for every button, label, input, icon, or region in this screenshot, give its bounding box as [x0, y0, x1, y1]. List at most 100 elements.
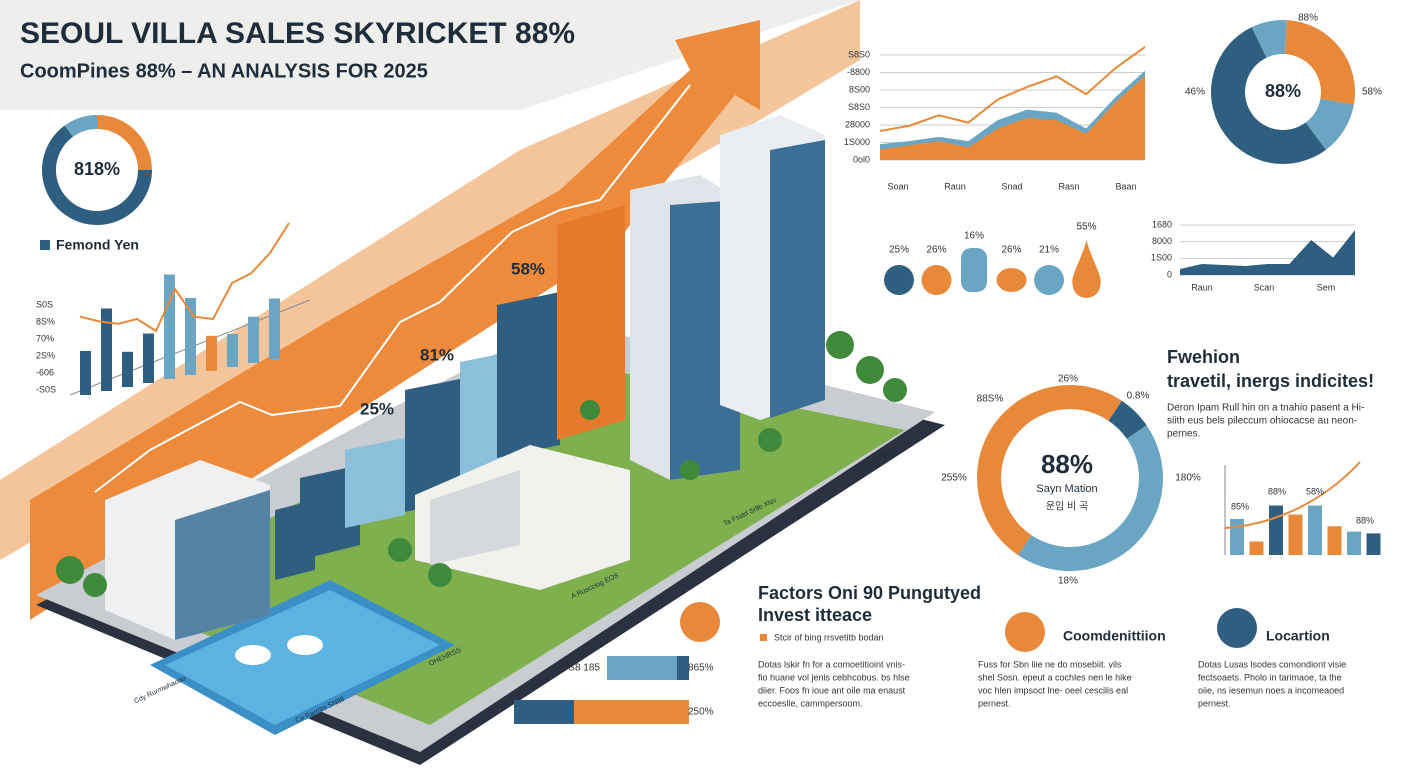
- insight-text: siith eus bels pileccum ohiocacse au neo…: [1167, 416, 1357, 427]
- donut-segment: [64, 115, 97, 137]
- jar-icon: [1034, 265, 1064, 295]
- bar: [269, 298, 280, 359]
- outer-label: 180%: [1175, 473, 1201, 484]
- column-text: Dotas Lusas lsodes comondiont visie: [1198, 659, 1346, 669]
- illustration-label: 58%: [511, 259, 545, 278]
- y-tick-label: 8S00: [849, 84, 870, 94]
- donut-label: 818%: [74, 159, 120, 179]
- donut-segment: [1251, 19, 1287, 58]
- y-tick-label: 0ol0: [853, 154, 870, 164]
- column-text: oiie, ns iesemun noes a incomeaoed: [1198, 685, 1344, 695]
- bar-segment: [607, 656, 677, 680]
- street-label: Cdy Rurmwhaodo: [133, 675, 187, 705]
- drop-icon: [1072, 240, 1101, 298]
- legend-swatch: [760, 634, 767, 641]
- bar: [248, 316, 259, 363]
- column-text: pernest.: [978, 698, 1011, 708]
- x-tick-label: Snad: [1001, 181, 1022, 191]
- trend-arrow: [1224, 461, 1361, 529]
- block: [345, 438, 405, 528]
- bar: [1308, 505, 1322, 555]
- x-tick-label: Baan: [1115, 181, 1136, 191]
- y-tick-label: 1S000: [844, 137, 870, 147]
- insight-text: Deron Ipam Rull hin on a tnahio pasent a…: [1167, 403, 1364, 414]
- title: SEOUL VILLA SALES SKYRICKET 88%: [20, 17, 575, 50]
- y-tick-label: -S0S: [36, 384, 56, 394]
- float: [235, 645, 271, 665]
- bar: [185, 298, 196, 375]
- donut-segment: [1305, 98, 1354, 150]
- outer-label: 46%: [1185, 87, 1205, 98]
- y-tick-label: 1680: [1152, 219, 1172, 229]
- bar-label: 85%: [1231, 501, 1249, 511]
- y-tick-label: 1S00: [1151, 253, 1172, 263]
- donut-label: 88%: [1265, 81, 1301, 101]
- jar-icon: [884, 265, 914, 295]
- area: [880, 76, 1145, 160]
- bar-label: 88%: [1268, 486, 1286, 496]
- bar-label: 88%: [1356, 515, 1374, 525]
- factors-heading: Invest itteace: [758, 605, 872, 625]
- illustration-label: 25%: [360, 399, 394, 418]
- bar-label: 58%: [1306, 486, 1324, 496]
- donut-segment: [1210, 27, 1326, 165]
- bar-segment: [574, 700, 689, 724]
- column-text: Fuss for Sbn liie ne do mosebiit. vils: [978, 659, 1122, 669]
- y-tick-label: 8S%: [36, 316, 55, 326]
- donut-segment: [1018, 425, 1163, 572]
- bar-segment: [677, 656, 689, 680]
- value-label: 250%: [688, 707, 714, 718]
- drop-label: 26%: [926, 245, 946, 256]
- legend-swatch: [40, 240, 50, 250]
- column-text: eccoeslie, cammpersoom.: [758, 698, 863, 708]
- y-tick-label: -8800: [847, 67, 870, 77]
- outer-label: 26%: [1058, 374, 1078, 385]
- area: [1180, 230, 1355, 275]
- column-text: Dotas lskir fn for a comoetitioint vnis-: [758, 659, 905, 669]
- drop-label: 55%: [1076, 222, 1096, 233]
- donut-caption: 운임 비 곡: [1046, 500, 1088, 513]
- block: [405, 378, 465, 512]
- column-text: pernest.: [1198, 698, 1231, 708]
- drop-label: 16%: [964, 231, 984, 242]
- outer-label: 88S%: [977, 394, 1004, 405]
- bar: [101, 308, 112, 391]
- icon: [1217, 608, 1257, 648]
- building-side: [430, 470, 520, 565]
- column-text: shel Sosn. epeut a cochles nen le hike: [978, 672, 1132, 682]
- bar: [1366, 533, 1381, 555]
- value-label: 865%: [688, 663, 714, 674]
- drop-label: 25%: [889, 245, 909, 256]
- outer-label: 58%: [1362, 87, 1382, 98]
- column-text: fectsoaets. Pholo in tarimaoe, ta the: [1198, 672, 1342, 682]
- trees: [56, 331, 907, 597]
- bar: [80, 351, 91, 395]
- drop-label: 21%: [1039, 245, 1059, 256]
- x-tick-label: Scan: [1254, 282, 1275, 292]
- subtitle: CoomPines 88% – AN ANALYSIS FOR 2025: [20, 60, 428, 82]
- outer-label: 88%: [1298, 13, 1318, 24]
- donut-segment: [977, 385, 1122, 556]
- icon: [680, 602, 720, 642]
- bar: [206, 335, 217, 371]
- bar: [143, 333, 154, 383]
- drop-label: 26%: [1001, 245, 1021, 256]
- bar: [1288, 514, 1303, 555]
- insight-text: pernes.: [1167, 429, 1200, 440]
- column-title: Locartion: [1266, 628, 1330, 644]
- bar: [1347, 531, 1361, 555]
- donut-segment: [1285, 20, 1355, 105]
- trend-line: [79, 222, 290, 333]
- bar-segment: [514, 700, 574, 724]
- bar: [1327, 526, 1342, 555]
- factors-heading: Factors Oni 90 Pungutyed: [758, 583, 981, 603]
- y-tick-label: 70%: [36, 333, 54, 343]
- insight-heading: travetil, inergs indicites!: [1167, 371, 1374, 391]
- outer-label: 0.8%: [1127, 391, 1150, 402]
- y-tick-label: 28000: [845, 119, 870, 129]
- bar: [164, 274, 175, 379]
- y-tick-label: 2S%: [36, 350, 55, 360]
- outer-label: 255%: [941, 473, 967, 484]
